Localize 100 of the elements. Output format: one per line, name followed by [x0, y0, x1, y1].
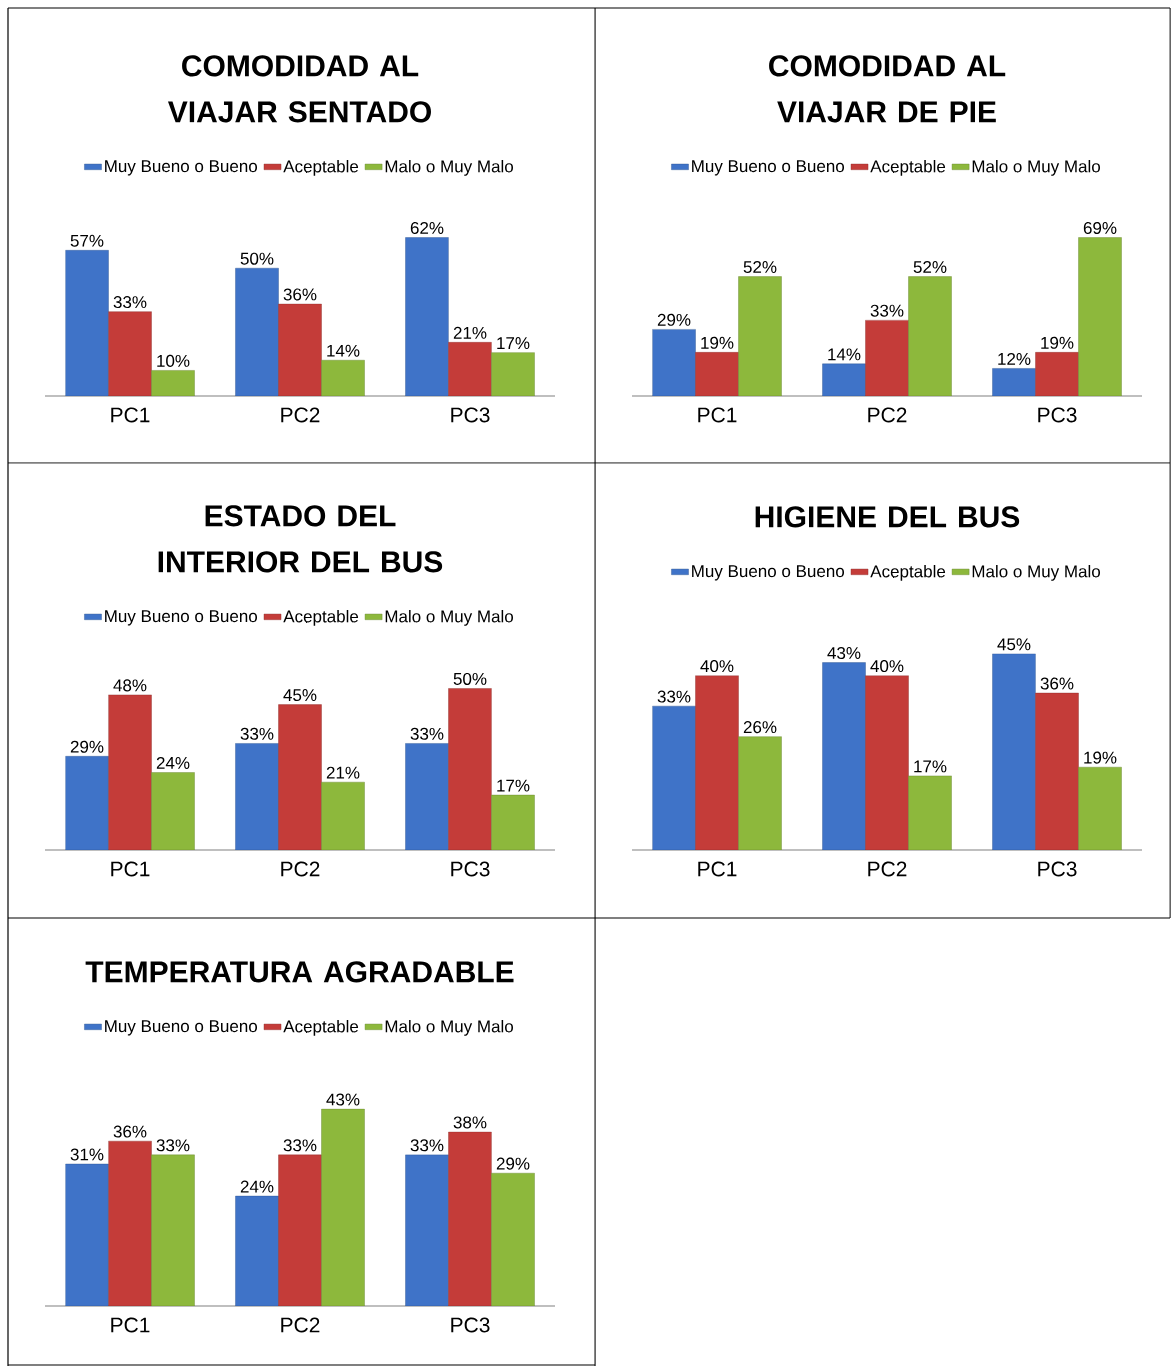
data-label: 48% — [113, 679, 147, 692]
data-label: 57% — [70, 234, 104, 247]
data-label: 38% — [453, 1116, 487, 1129]
data-label: 33% — [240, 727, 274, 740]
x-tick-label: PC1 — [111, 1317, 150, 1333]
chart-title: COMODIDAD AL VIAJAR DE PIE — [769, 55, 1006, 123]
legend-label: Aceptable — [870, 564, 946, 581]
x-tick-label: PC1 — [698, 861, 737, 877]
bar — [865, 320, 909, 396]
legend-label: Muy Bueno o Bueno — [692, 565, 845, 581]
data-label: 40% — [870, 660, 904, 673]
bar — [652, 705, 696, 850]
bar — [321, 1108, 365, 1306]
legend-label: Malo o Muy Malo — [385, 159, 514, 176]
data-label: 45% — [997, 638, 1031, 651]
bar — [1078, 766, 1122, 850]
data-label: 24% — [240, 1180, 274, 1193]
data-label: 17% — [497, 779, 530, 792]
data-label: 52% — [743, 260, 777, 274]
chart-title: ESTADO DEL INTERIOR DEL BUS — [158, 505, 443, 573]
data-label: 19% — [1084, 751, 1117, 764]
x-tick-label: PC1 — [698, 407, 737, 423]
chart-title: TEMPERATURA AGRADABLE — [85, 961, 514, 983]
x-tick-label: PC2 — [281, 1317, 320, 1333]
x-tick-label: PC3 — [1038, 861, 1077, 877]
legend-label: Malo o Muy Malo — [385, 1019, 514, 1036]
data-label: 50% — [453, 672, 487, 685]
data-label: 36% — [113, 1125, 147, 1138]
data-label: 50% — [240, 252, 274, 265]
legend-label: Muy Bueno o Bueno — [692, 160, 845, 176]
data-label: 26% — [743, 721, 777, 734]
data-label: 52% — [913, 260, 947, 274]
data-label: 36% — [283, 288, 317, 301]
data-label: 69% — [1083, 221, 1117, 234]
x-tick-label: PC2 — [281, 407, 320, 423]
bar — [405, 1154, 449, 1306]
data-label: 17% — [914, 760, 947, 773]
data-label: 45% — [283, 689, 317, 702]
legend-label: Malo o Muy Malo — [972, 564, 1101, 581]
x-tick-label: PC1 — [111, 861, 150, 877]
bar — [491, 794, 535, 850]
bar — [65, 250, 109, 396]
bar — [405, 237, 449, 396]
bar — [822, 662, 866, 850]
data-label: 21% — [326, 766, 360, 779]
bar — [65, 756, 109, 850]
data-label: 62% — [410, 221, 444, 234]
data-label: 19% — [1041, 336, 1074, 349]
bar — [491, 352, 535, 396]
legend-label: Malo o Muy Malo — [972, 159, 1101, 176]
bar — [822, 363, 866, 396]
x-tick-label: PC2 — [281, 861, 320, 877]
bar — [908, 775, 952, 850]
data-label: 29% — [496, 1157, 530, 1170]
bar — [405, 743, 449, 850]
bar — [235, 1195, 279, 1306]
chart-title: HIGIENE DEL BUS — [755, 506, 1020, 528]
data-label: 40% — [700, 660, 734, 673]
legend-label: Aceptable — [283, 1019, 359, 1036]
data-label: 21% — [453, 326, 487, 339]
legend-label: Muy Bueno o Bueno — [105, 610, 258, 626]
data-label: 31% — [70, 1148, 104, 1161]
bar — [1035, 352, 1079, 396]
bar — [908, 276, 952, 396]
bar — [65, 1163, 109, 1306]
bar — [151, 1154, 195, 1306]
bar — [1035, 692, 1079, 850]
bar — [151, 370, 195, 396]
bar — [235, 268, 279, 396]
data-label: 36% — [1040, 677, 1074, 690]
data-label: 43% — [326, 1093, 360, 1106]
legend-label: Muy Bueno o Bueno — [105, 1020, 258, 1036]
data-label: 12% — [998, 352, 1031, 365]
bar — [448, 688, 492, 850]
bar — [992, 368, 1036, 396]
legend-label: Muy Bueno o Bueno — [105, 160, 258, 176]
data-label: 33% — [870, 304, 904, 317]
x-tick-label: PC1 — [111, 407, 150, 423]
bar — [108, 1140, 152, 1306]
bar — [652, 329, 696, 396]
bar — [738, 736, 782, 850]
bar — [108, 694, 152, 850]
bar — [695, 675, 739, 850]
data-label: 10% — [157, 354, 190, 367]
bar — [448, 1131, 492, 1306]
chart-title: COMODIDAD AL VIAJAR SENTADO — [167, 55, 431, 123]
x-tick-label: PC3 — [451, 861, 490, 877]
data-label: 14% — [327, 344, 360, 357]
data-label: 33% — [156, 1139, 190, 1152]
data-label: 29% — [70, 740, 104, 753]
legend-label: Aceptable — [283, 609, 359, 626]
legend-label: Aceptable — [870, 159, 946, 176]
data-label: 33% — [113, 296, 147, 309]
data-label: 33% — [657, 690, 691, 703]
x-tick-label: PC2 — [868, 861, 907, 877]
legend-label: Aceptable — [283, 159, 359, 176]
bar — [448, 342, 492, 396]
data-label: 33% — [283, 1139, 317, 1152]
data-label: 19% — [701, 336, 734, 349]
bar — [738, 276, 782, 396]
